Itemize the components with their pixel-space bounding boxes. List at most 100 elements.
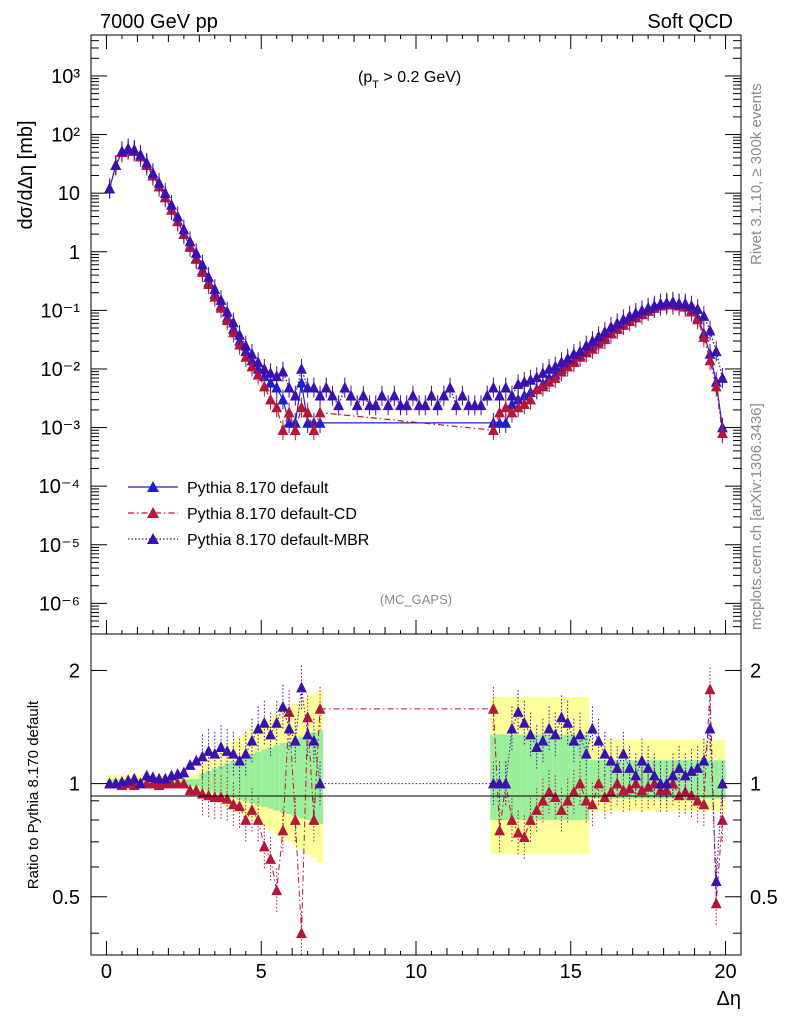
ratio-band-green — [508, 734, 516, 821]
ratio-point-cd — [487, 702, 499, 714]
ratio-band-green — [273, 745, 280, 811]
ratio-band-green — [298, 736, 305, 819]
ratio-band-green — [193, 779, 200, 787]
legend-marker-default — [147, 481, 159, 492]
ratio-line-cd — [109, 689, 723, 934]
ratio-point-cd — [240, 814, 252, 825]
ratio-band-green — [515, 734, 522, 821]
legend-label-default: Pythia 8.170 default — [187, 480, 329, 497]
ratio-point-mbr — [630, 769, 642, 781]
ratio-band-green — [211, 768, 218, 794]
main-point-mbr — [500, 381, 512, 393]
main-point-mbr — [599, 325, 611, 337]
ratio-point-mbr — [252, 722, 264, 734]
ratio-point-mbr — [518, 716, 530, 728]
ratio-band-green — [267, 747, 274, 809]
ratio-point-cd — [494, 824, 505, 836]
main-point-mbr — [166, 198, 177, 210]
main-point-cd — [252, 368, 264, 380]
main-point-cd — [525, 393, 536, 405]
main-point-mbr — [327, 389, 338, 401]
main-point-mbr — [357, 389, 369, 401]
main-point-mbr — [116, 145, 128, 157]
main-point-cd — [265, 393, 276, 405]
main-point-mbr — [531, 371, 543, 383]
ratio-point-cd — [605, 785, 617, 797]
ratio-y-tick-label-left: 2 — [69, 660, 80, 682]
main-point-mbr — [407, 389, 419, 401]
ratio-y-tick-label-right: 1 — [750, 774, 761, 796]
ratio-band-green — [700, 760, 707, 799]
ratio-y-tick-label-left: 0.5 — [52, 887, 80, 909]
main-point-cd — [710, 380, 722, 392]
ratio-band-green — [310, 732, 317, 823]
ratio-series-group — [104, 665, 728, 955]
ratio-point-mbr — [611, 762, 623, 773]
main-point-mbr — [283, 381, 295, 393]
main-point-mbr — [457, 389, 468, 401]
ratio-point-mbr — [710, 875, 722, 887]
axes-group: 0 5 10 15 2010⁻⁶10⁻⁵10⁻⁴10⁻³10⁻²10⁻¹11010²10… — [39, 34, 778, 983]
ratio-band-green — [521, 734, 528, 821]
legend-label-cd: Pythia 8.170 default-CD — [187, 506, 357, 523]
ratio-point-cd — [556, 804, 567, 815]
ratio-point-mbr — [141, 769, 153, 781]
main-point-mbr — [587, 335, 598, 346]
main-point-mbr — [227, 316, 239, 328]
ratio-point-cd — [518, 831, 530, 843]
cut-label-rest: > 0.2 GeV) — [379, 69, 461, 86]
main-series-group — [104, 138, 728, 444]
ratio-point-cd — [271, 884, 283, 896]
main-point-mbr — [617, 313, 629, 325]
legend-label-mbr: Pythia 8.170 default-MBR — [187, 532, 369, 549]
main-point-mbr — [110, 159, 122, 171]
main-point-mbr — [215, 294, 227, 305]
ratio-point-cd — [686, 789, 697, 801]
ratio-band-green — [552, 734, 559, 821]
ratio-point-cd — [568, 785, 580, 797]
main-point-mbr — [580, 339, 592, 351]
ratio-point-mbr — [543, 722, 555, 734]
main-point-cd — [512, 401, 524, 413]
ratio-point-mbr — [580, 747, 592, 759]
main-point-cd — [704, 354, 716, 366]
main-point-mbr — [178, 223, 190, 235]
main-point-mbr — [444, 381, 456, 393]
main-point-mbr — [574, 345, 586, 357]
ratio-point-mbr — [271, 716, 283, 728]
main-point-mbr — [679, 297, 691, 309]
main-point-mbr — [698, 310, 710, 321]
ratio-point-mbr — [178, 766, 190, 778]
ratio-band-green — [292, 738, 299, 817]
main-point-mbr — [388, 389, 400, 401]
ratio-band-green — [316, 730, 324, 824]
main-point-mbr — [494, 389, 505, 401]
x-tick-label: 15 — [560, 961, 582, 983]
ratio-band-green — [230, 761, 237, 799]
main-line-default — [109, 149, 723, 428]
ratio-point-mbr — [190, 754, 202, 766]
ratio-point-mbr — [587, 722, 598, 734]
main-point-cd — [543, 375, 555, 387]
main-point-cd — [500, 401, 512, 413]
main-y-tick-label: 10⁻⁵ — [39, 535, 80, 557]
x-tick-label: 0 — [101, 961, 112, 983]
main-point-mbr — [487, 381, 499, 393]
main-point-default — [500, 416, 512, 428]
ratio-point-mbr — [673, 762, 685, 773]
ratio-point-mbr — [667, 769, 679, 781]
ratio-point-mbr — [692, 762, 704, 773]
ratio-point-mbr — [147, 771, 159, 782]
main-point-cd — [506, 406, 518, 418]
ratio-point-cd — [531, 804, 543, 815]
main-point-cd — [308, 424, 320, 436]
main-point-cd — [549, 372, 561, 383]
main-point-cd — [302, 406, 314, 418]
ratio-point-cd — [190, 784, 202, 796]
ratio-point-cd — [679, 785, 691, 797]
main-point-mbr — [481, 389, 493, 401]
ratio-point-mbr — [289, 734, 301, 746]
x-axis-label: Δη — [717, 988, 741, 1010]
main-point-mbr — [686, 299, 697, 311]
main-point-default — [296, 376, 307, 388]
